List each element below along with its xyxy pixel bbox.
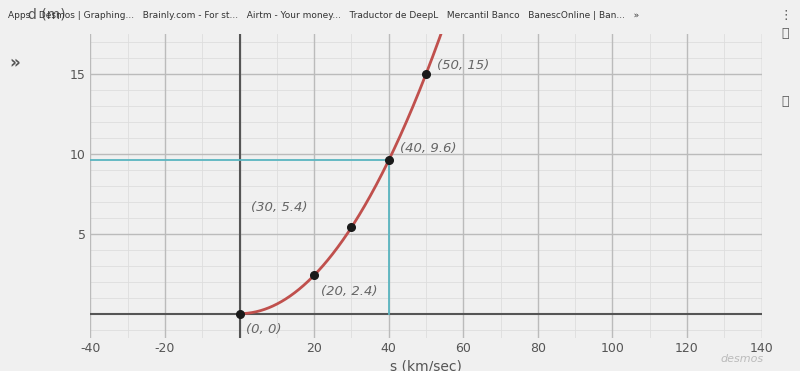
Text: (0, 0): (0, 0) <box>246 323 282 336</box>
Text: desmos: desmos <box>721 354 764 364</box>
Text: »: » <box>9 54 20 72</box>
Text: (40, 9.6): (40, 9.6) <box>400 142 456 155</box>
Text: (20, 2.4): (20, 2.4) <box>321 285 378 298</box>
Text: (50, 15): (50, 15) <box>437 59 490 72</box>
Text: Apps   Desmos | Graphing...   Brainly.com - For st...   Airtm - Your money...   : Apps Desmos | Graphing... Brainly.com - … <box>8 11 639 20</box>
Text: 🏠: 🏠 <box>781 95 789 108</box>
X-axis label: s (km/sec): s (km/sec) <box>390 359 462 371</box>
Text: ⋮: ⋮ <box>779 9 792 22</box>
Text: (30, 5.4): (30, 5.4) <box>251 201 308 214</box>
Text: 🔧: 🔧 <box>781 27 789 40</box>
Text: d (m): d (m) <box>28 8 66 22</box>
